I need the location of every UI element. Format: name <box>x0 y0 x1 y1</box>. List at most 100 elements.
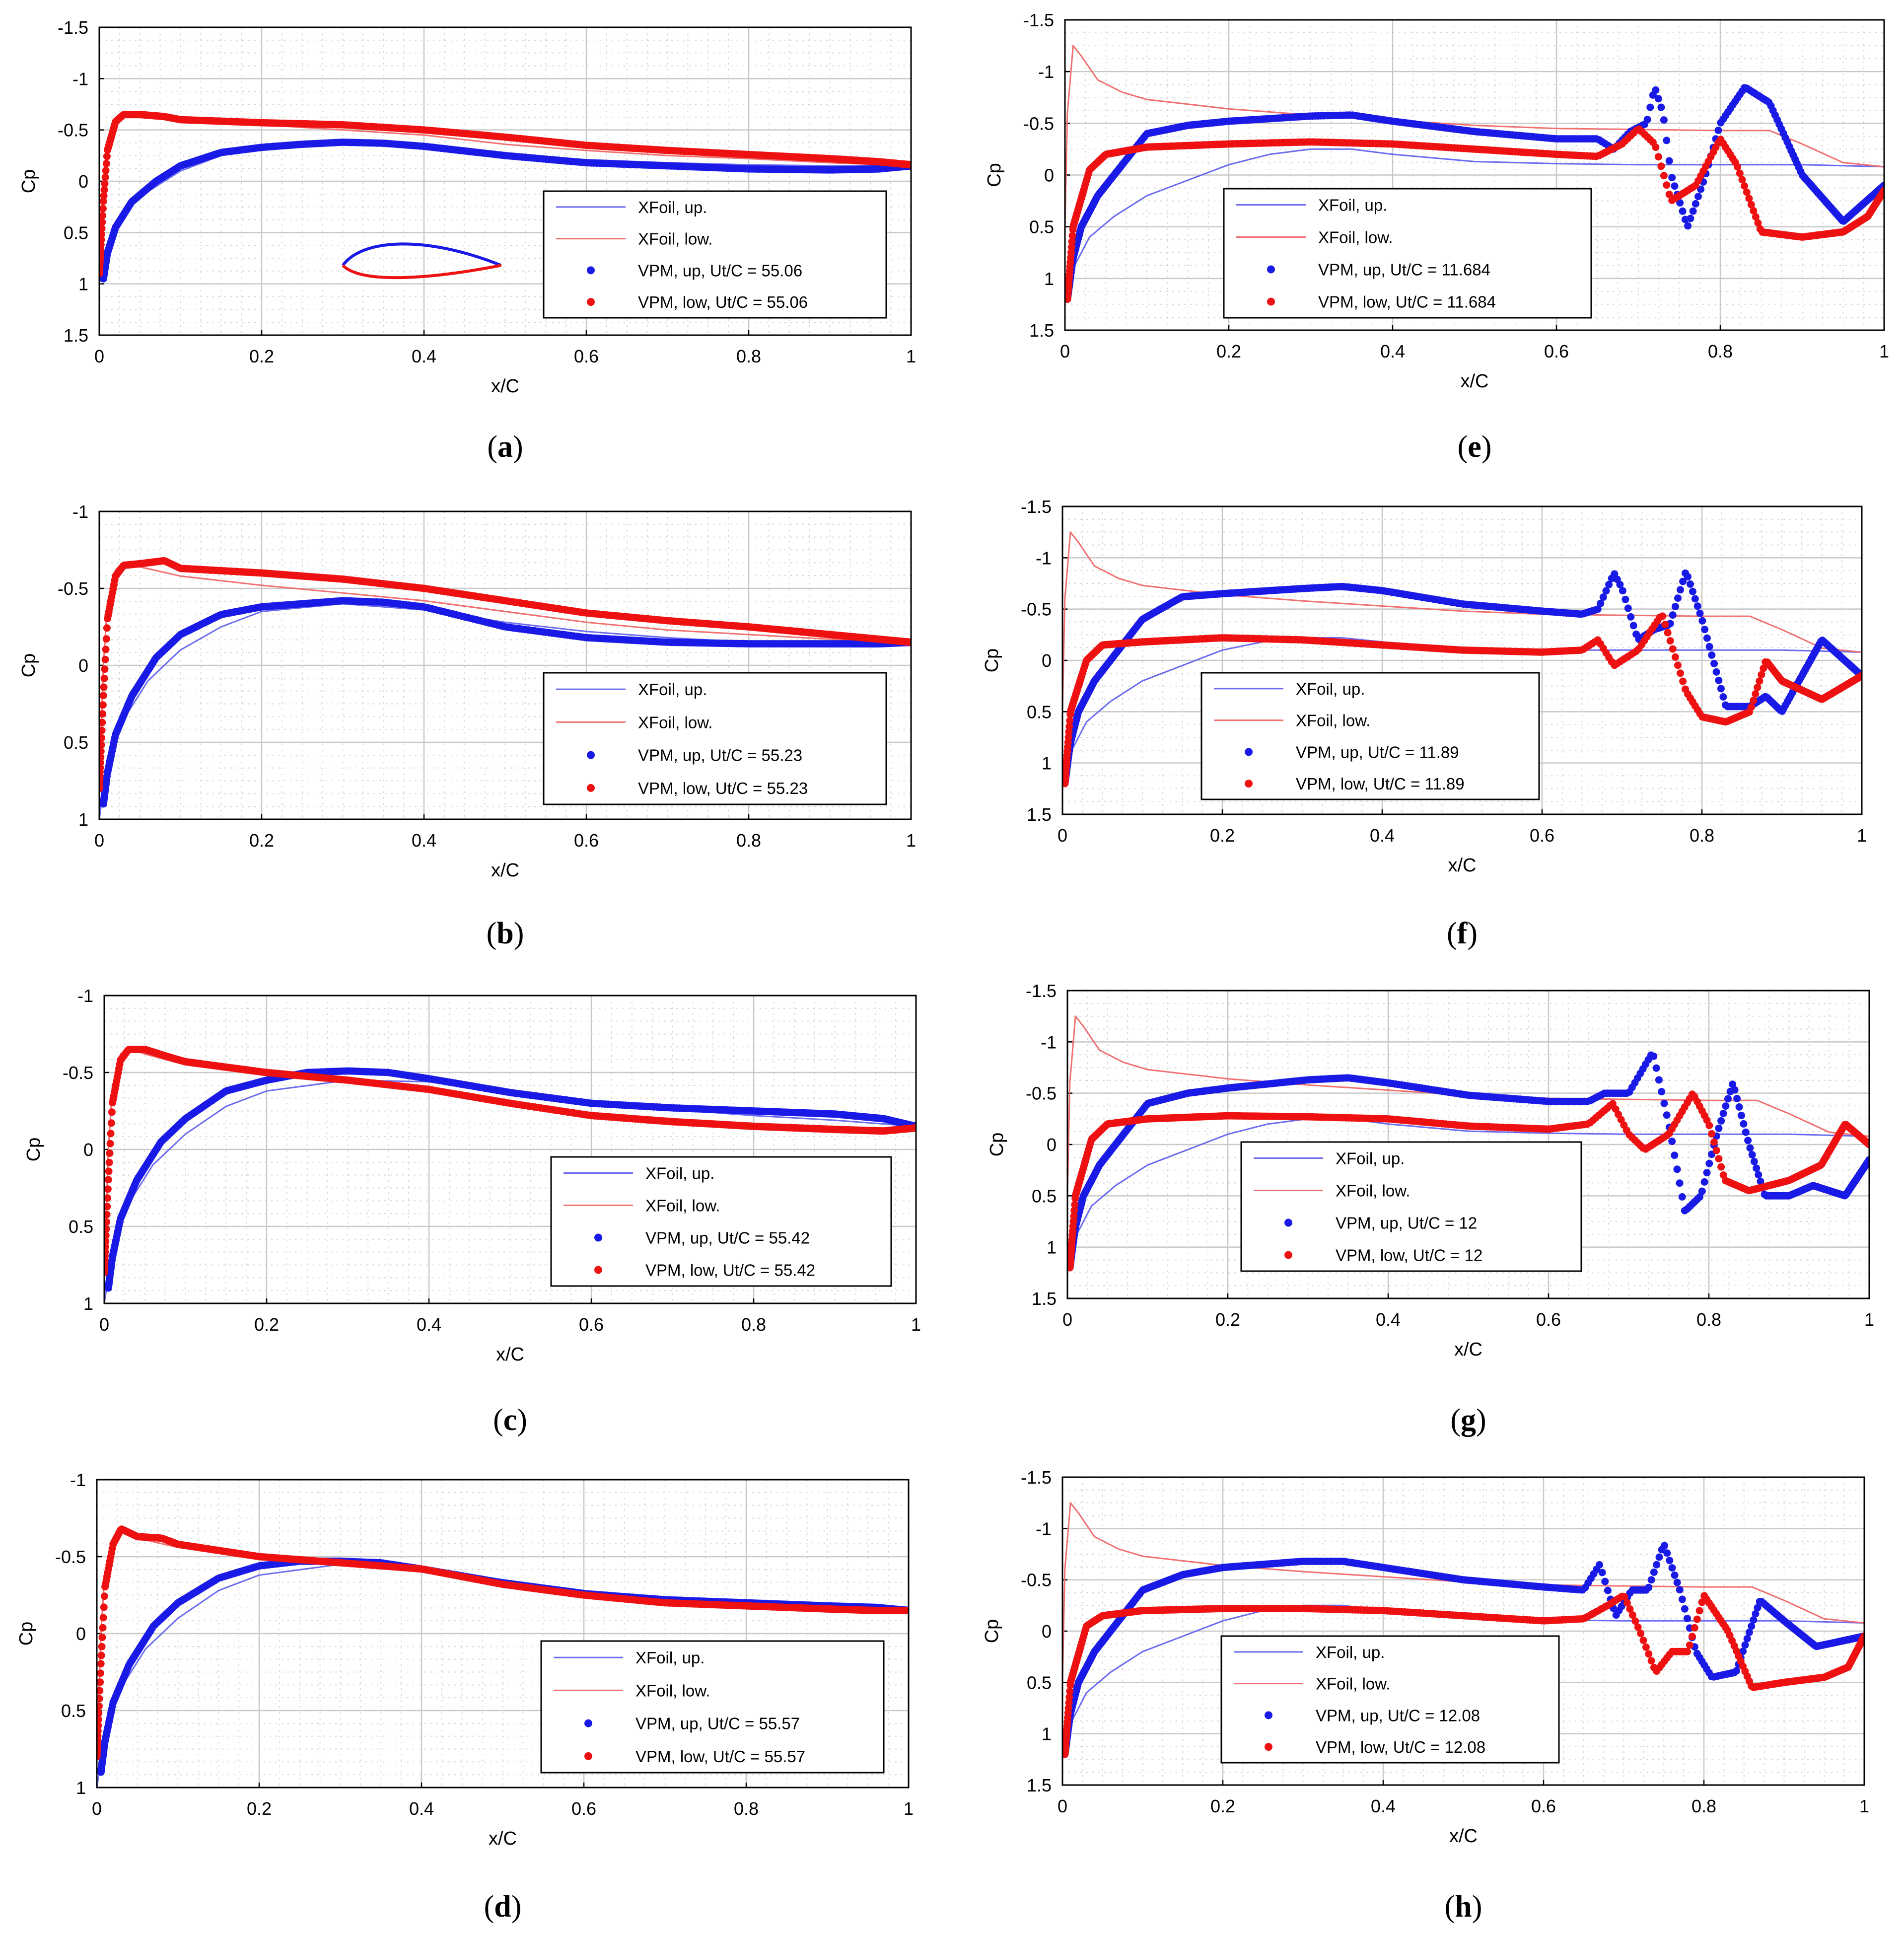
y-tick-label: -1 <box>77 986 93 1006</box>
data-point <box>1692 200 1699 208</box>
x-tick-label: 0.2 <box>247 1798 272 1819</box>
data-point <box>103 152 111 160</box>
x-tick-label: 0 <box>1058 825 1067 846</box>
data-point <box>108 1119 115 1127</box>
data-point <box>98 1643 106 1650</box>
data-point <box>105 1176 112 1183</box>
data-point <box>1734 163 1741 171</box>
panel-label: (c) <box>493 1403 527 1437</box>
y-axis-label: Cp <box>16 1622 37 1646</box>
y-tick-label: 0 <box>76 1624 86 1644</box>
legend-label: XFoil, low. <box>1318 228 1393 247</box>
legend-swatch-dot <box>587 298 595 306</box>
y-tick-label: 0 <box>78 171 88 192</box>
y-tick-label: 0.5 <box>1027 702 1052 722</box>
data-point <box>99 1624 107 1632</box>
data-point <box>102 645 110 653</box>
legend-label: VPM, low, Ut/C = 55.42 <box>645 1261 815 1280</box>
data-point <box>1663 181 1670 189</box>
x-tick-label: 1 <box>911 1314 921 1335</box>
y-tick-label: 0.5 <box>69 1217 93 1237</box>
data-point <box>1736 170 1744 177</box>
legend-label: VPM, up, Ut/C = 55.57 <box>635 1715 800 1733</box>
legend-label: VPM, low, Ut/C = 55.57 <box>635 1747 805 1766</box>
data-point <box>1666 157 1673 165</box>
legend-label: XFoil, up. <box>635 1648 705 1667</box>
data-point <box>101 665 109 673</box>
y-tick-label: 1 <box>78 274 88 294</box>
y-tick-label: 1.5 <box>1027 804 1052 825</box>
legend-label: VPM, low, Ut/C = 55.06 <box>638 293 808 311</box>
x-tick-label: 0.6 <box>574 830 599 851</box>
data-point <box>103 624 111 632</box>
x-tick-label: 0.4 <box>1380 341 1405 361</box>
y-tick-label: 0 <box>78 655 88 676</box>
legend-swatch-dot <box>594 1234 602 1242</box>
legend-swatch-dot <box>1267 266 1275 274</box>
x-axis-label: x/C <box>496 1344 524 1365</box>
data-point <box>107 1140 114 1147</box>
data-point <box>106 1159 113 1166</box>
x-tick-label: 0 <box>99 1314 109 1335</box>
legend-label: VPM, low, Ut/C = 55.23 <box>638 779 808 797</box>
x-tick-label: 0.4 <box>412 346 436 366</box>
y-tick-label: 1 <box>76 1778 86 1798</box>
data-point <box>101 180 109 188</box>
data-point <box>99 205 107 213</box>
x-tick-label: 0.2 <box>254 1314 279 1335</box>
y-tick-label: -0.5 <box>1021 599 1052 620</box>
data-point <box>103 160 110 167</box>
y-tick-label: 0.5 <box>64 732 88 753</box>
legend-label: VPM, up, Ut/C = 11.684 <box>1318 261 1490 279</box>
legend-label: XFoil, low. <box>638 230 712 248</box>
y-axis-label: Cp <box>18 169 39 194</box>
legend-label: VPM, up, Ut/C = 55.23 <box>638 746 802 765</box>
y-tick-label: -0.5 <box>58 120 88 141</box>
data-point <box>101 675 108 682</box>
y-axis-label: Cp <box>984 163 1005 187</box>
x-tick-label: 0.8 <box>1708 341 1733 361</box>
data-point <box>107 1130 115 1137</box>
data-point <box>1646 104 1654 111</box>
y-tick-label: 1 <box>83 1293 93 1314</box>
x-tick-label: 0.4 <box>417 1314 441 1335</box>
legend: XFoil, up. XFoil, low. VPM, up, Ut/C = 11.… <box>1224 189 1591 318</box>
y-tick-label: -1 <box>1036 548 1052 568</box>
y-tick-label: 0.5 <box>1029 217 1054 237</box>
x-tick-label: 0 <box>92 1798 102 1819</box>
data-point <box>106 1149 114 1157</box>
data-point <box>1668 174 1676 181</box>
panel-label: (a) <box>487 430 523 464</box>
y-tick-label: 1 <box>1044 269 1054 289</box>
data-point <box>100 683 108 691</box>
data-point <box>102 656 109 663</box>
legend-swatch-dot <box>587 751 595 759</box>
y-tick-label: -1.5 <box>1023 10 1054 30</box>
x-tick-label: 0.2 <box>249 830 274 851</box>
data-point <box>1690 208 1697 215</box>
data-point <box>1671 182 1679 190</box>
legend: XFoil, up.XFoil, low.VPM, up, Ut/C = 55.… <box>541 1641 884 1773</box>
x-tick-label: 0.6 <box>1544 341 1569 361</box>
panel-label: (e) <box>1458 430 1492 464</box>
data-point <box>1644 116 1651 123</box>
x-tick-label: 0.6 <box>579 1314 604 1335</box>
y-tick-label: -1 <box>1038 62 1054 82</box>
data-point <box>1679 208 1687 215</box>
data-point <box>108 1108 116 1116</box>
y-tick-label: -0.5 <box>58 578 88 599</box>
data-point <box>1655 95 1662 102</box>
x-tick-label: 0.2 <box>1216 341 1241 361</box>
x-axis-label: x/C <box>491 860 519 881</box>
data-point <box>104 1185 112 1193</box>
x-tick-label: 0.8 <box>736 830 761 851</box>
data-point <box>95 1716 102 1723</box>
legend-label: XFoil, up. <box>1318 196 1387 215</box>
